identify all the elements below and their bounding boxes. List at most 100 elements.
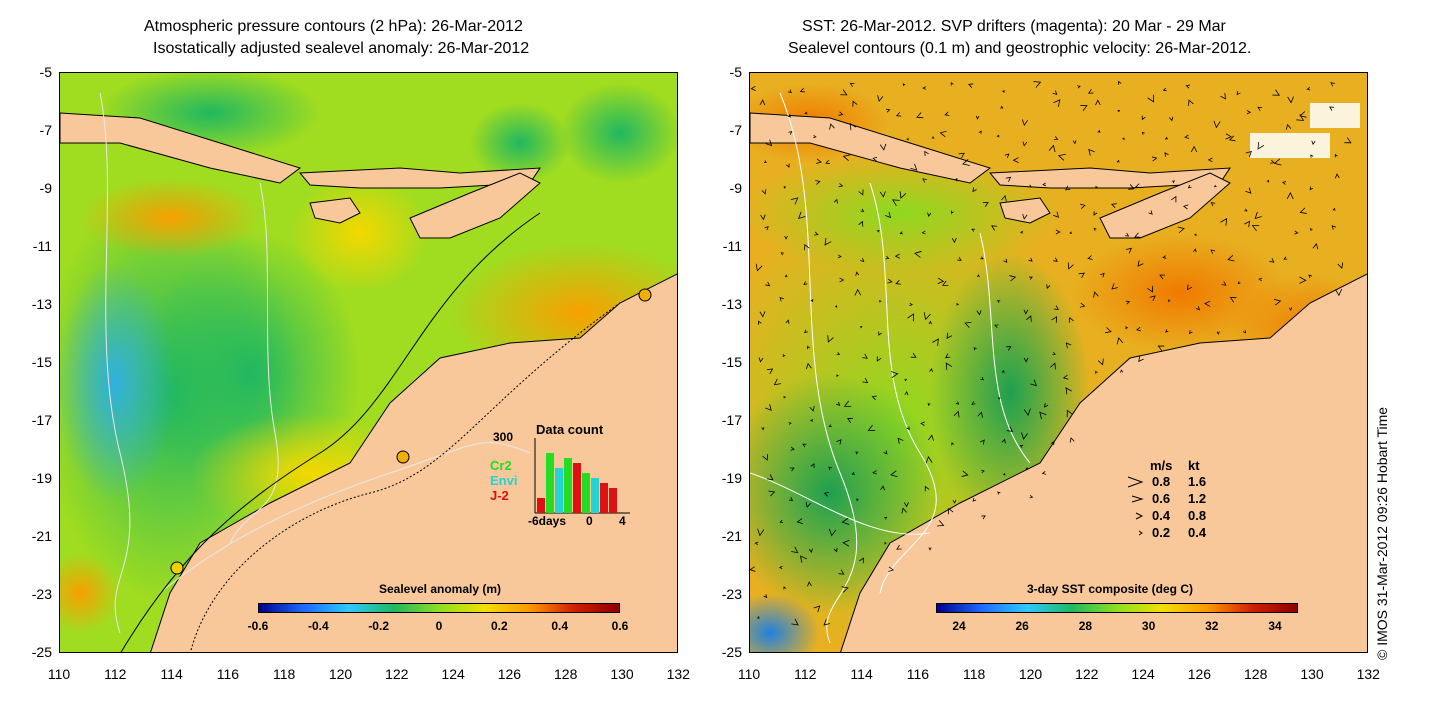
sealevel-colorbar-title: Sealevel anomaly (m) — [378, 582, 502, 596]
velocity-arrow — [787, 114, 791, 118]
imos-copyright-stamp: © IMOS 31-Mar-2012 09:26 Hobart Time — [1374, 406, 1390, 660]
velocity-arrow — [1072, 140, 1077, 145]
velocity-arrow — [803, 329, 808, 334]
velocity-arrow — [828, 466, 833, 471]
velocity-arrow — [921, 230, 926, 235]
velocity-legend-header-ms: m/s — [1150, 458, 1173, 473]
velocity-arrow — [896, 545, 902, 550]
velocity-arrow — [786, 163, 790, 168]
velocity-arrow — [783, 586, 787, 590]
velocity-arrow — [765, 404, 772, 411]
velocity-arrow — [1030, 379, 1037, 387]
velocity-arrow — [759, 99, 766, 106]
velocity-arrow — [1204, 300, 1211, 307]
velocity-arrow — [1245, 150, 1253, 157]
velocity-arrow — [829, 123, 835, 130]
velocity-arrow — [1335, 288, 1343, 297]
velocity-arrow — [779, 519, 784, 523]
velocity-arrow — [957, 256, 962, 261]
velocity-arrow — [1159, 274, 1166, 280]
velocity-arrow — [1087, 255, 1093, 260]
velocity-arrow — [883, 450, 888, 455]
velocity-arrow — [833, 198, 838, 204]
velocity-arrow — [1310, 154, 1314, 158]
velocity-arrow — [1170, 195, 1177, 203]
velocity-arrow — [1188, 99, 1194, 106]
sealevel-contour — [779, 92, 858, 644]
data-count-bar — [591, 478, 599, 513]
velocity-arrow — [1138, 356, 1144, 363]
velocity-arrow — [1022, 141, 1028, 147]
velocity-arrow — [879, 299, 882, 303]
velocity-arrow — [785, 319, 790, 324]
velocity-arrow — [846, 417, 853, 423]
velocity-arrow — [1281, 181, 1287, 185]
velocity-arrow — [975, 115, 980, 120]
velocity-arrow — [823, 492, 829, 497]
velocity-arrow — [1257, 142, 1265, 150]
latitude-tick-label: -17 — [721, 412, 742, 428]
velocity-arrow — [981, 469, 985, 473]
velocity-arrow — [1125, 232, 1130, 237]
pressure-contour — [159, 442, 531, 594]
velocity-arrow — [1000, 105, 1004, 109]
velocity-arrow — [860, 208, 865, 212]
latitude-tick-label: -11 — [32, 238, 52, 254]
velocity-arrow — [978, 130, 982, 134]
velocity-arrow — [1111, 203, 1117, 209]
sealevel-colorbar-tick: -0.4 — [307, 619, 329, 633]
velocity-arrow — [1306, 87, 1311, 91]
velocity-arrow — [1147, 94, 1155, 103]
velocity-arrow — [880, 485, 886, 491]
longitude-tick-label: 110 — [47, 666, 71, 682]
velocity-arrow — [1225, 133, 1232, 140]
velocity-arrow — [973, 347, 977, 351]
data-count-ymax: 300 — [493, 430, 514, 444]
velocity-arrow — [1287, 96, 1294, 104]
velocity-arrow — [1182, 204, 1189, 210]
velocity-arrow — [1023, 408, 1031, 417]
longitude-tick-label: 120 — [328, 666, 353, 682]
velocity-arrow — [909, 302, 914, 307]
velocity-arrow — [951, 237, 957, 244]
velocity-arrow — [1285, 123, 1292, 130]
velocity-arrow — [784, 235, 788, 240]
sst-colorbar-tick: 24 — [952, 619, 966, 633]
velocity-arrow — [778, 565, 783, 570]
velocity-arrow — [939, 130, 947, 138]
velocity-arrow — [942, 280, 949, 286]
velocity-arrow — [1283, 256, 1288, 260]
velocity-arrow — [1299, 207, 1307, 214]
velocity-arrow — [971, 228, 976, 232]
velocity-arrow — [991, 225, 998, 231]
velocity-arrow — [1273, 158, 1282, 166]
velocity-arrow — [1162, 255, 1167, 259]
velocity-arrow — [1134, 183, 1141, 189]
satellite-label-envi: Envi — [490, 473, 518, 488]
velocity-arrow — [1048, 144, 1056, 153]
velocity-arrow — [955, 401, 960, 405]
velocity-arrow — [765, 281, 771, 287]
data-count-bar — [582, 473, 590, 513]
velocity-arrow — [1087, 88, 1094, 94]
velocity-arrow — [1334, 173, 1340, 179]
velocity-arrow — [1207, 157, 1213, 163]
velocity-arrow — [982, 202, 989, 207]
velocity-legend-ms: 0.4 — [1152, 508, 1171, 523]
java-island — [60, 112, 302, 184]
velocity-arrow — [766, 368, 774, 375]
latitude-tick-label: -13 — [721, 296, 742, 312]
velocity-arrow — [1093, 227, 1097, 231]
sealevel-colorbar-tick: 0.4 — [551, 619, 568, 633]
velocity-arrow — [976, 309, 982, 316]
velocity-arrow — [750, 85, 756, 91]
velocity-arrow — [1050, 440, 1055, 446]
velocity-arrow — [1294, 230, 1299, 235]
velocity-arrow — [798, 211, 806, 219]
velocity-arrow — [859, 326, 863, 329]
data-count-bar — [573, 463, 581, 513]
velocity-arrow — [836, 401, 841, 406]
velocity-arrow — [950, 82, 954, 86]
longitude-tick-label: 132 — [1356, 666, 1380, 682]
right-map-title-line2: Sealevel contours (0.1 m) and geostrophi… — [788, 40, 1252, 57]
